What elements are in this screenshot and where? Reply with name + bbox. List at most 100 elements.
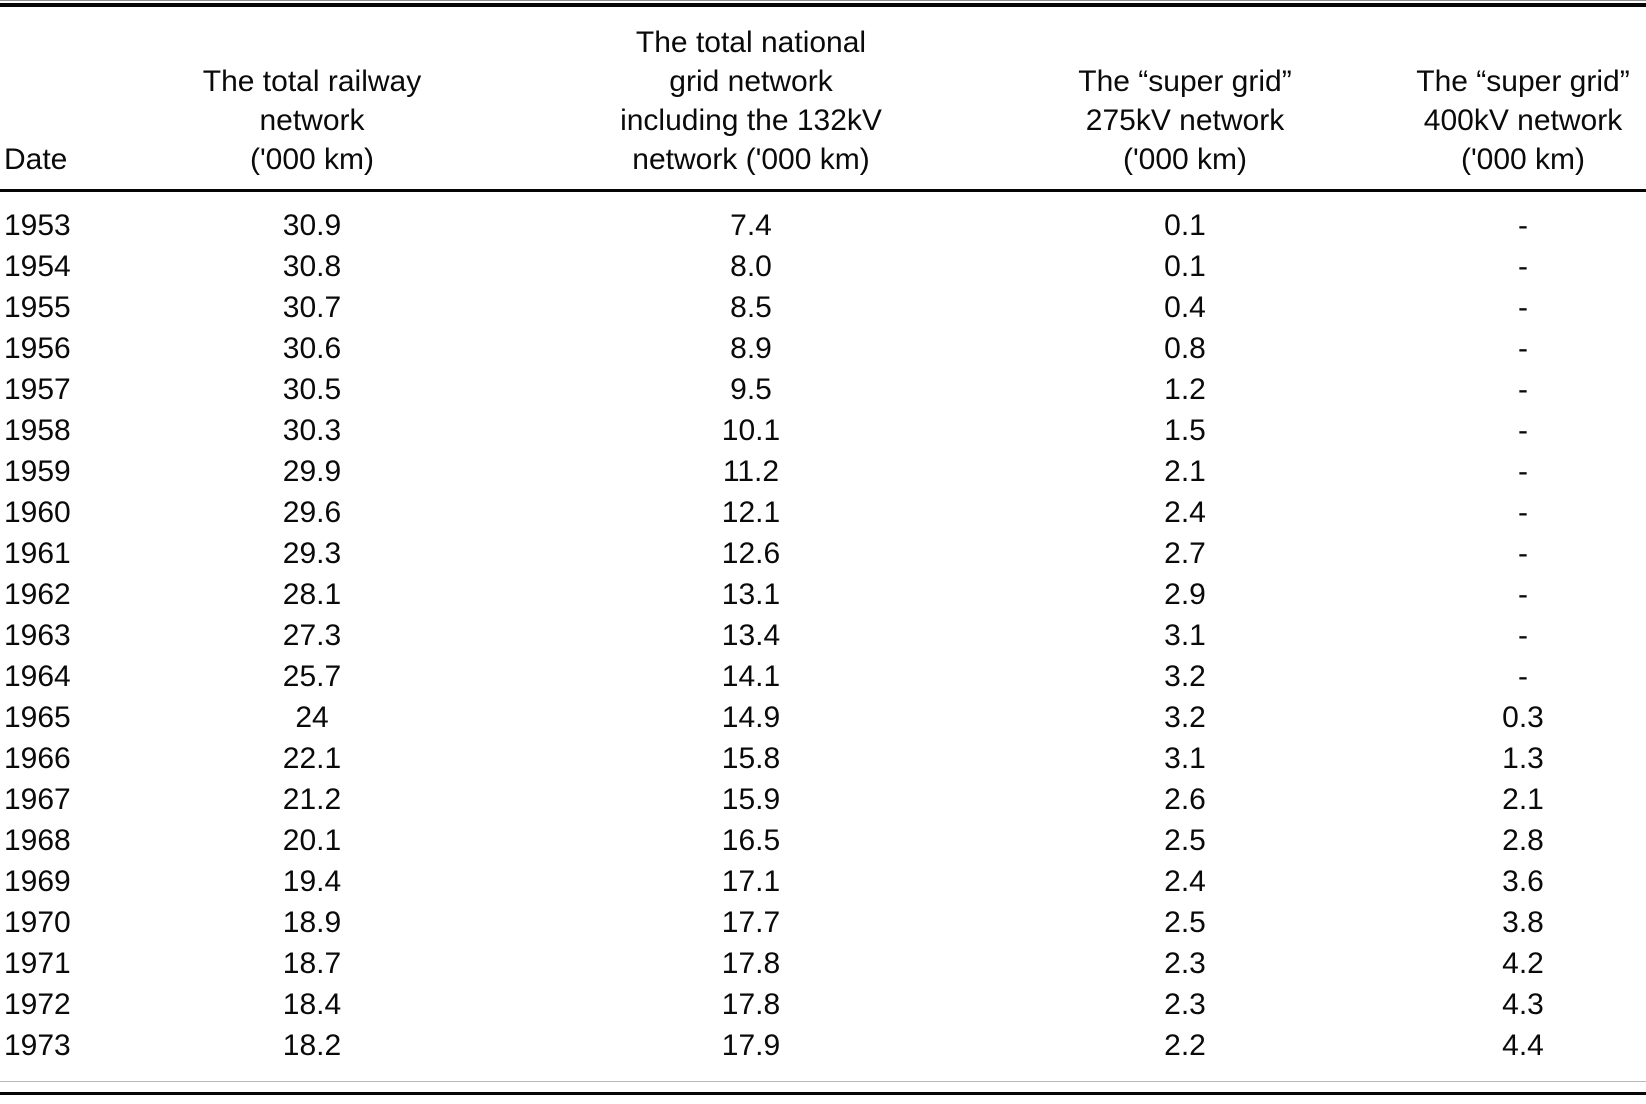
bottom-rule-thick bbox=[0, 1092, 1646, 1095]
cell-year: 1953 bbox=[4, 209, 71, 242]
cell-value: 18.7 bbox=[282, 947, 342, 980]
cell-value: 30.9 bbox=[282, 209, 342, 242]
cell-value: - bbox=[1518, 414, 1528, 447]
cell-year: 1969 bbox=[4, 865, 71, 898]
header-date: Date bbox=[0, 7, 92, 192]
cell-year: 1972 bbox=[4, 988, 71, 1021]
cell-value: 0.8 bbox=[1164, 332, 1206, 365]
cell-value: 29.3 bbox=[282, 537, 342, 570]
cell-year: 1965 bbox=[4, 701, 71, 734]
table-row: 1971 18.7 17.8 2.3 4.2 bbox=[0, 943, 1646, 984]
cell-year: 1964 bbox=[4, 660, 71, 693]
cell-value: 1.2 bbox=[1164, 373, 1206, 406]
cell-year: 1962 bbox=[4, 578, 71, 611]
cell-value: 0.1 bbox=[1164, 250, 1206, 283]
cell-value: 17.8 bbox=[721, 988, 781, 1021]
cell-value: - bbox=[1518, 660, 1528, 693]
cell-value: 2.5 bbox=[1164, 824, 1206, 857]
cell-year: 1967 bbox=[4, 783, 71, 816]
table-body: 1953 30.9 7.4 0.1 - 1954 30.8 8.0 0.1 - 1955 30.7 8.… bbox=[0, 191, 1646, 1067]
cell-value: 2.4 bbox=[1164, 865, 1206, 898]
header-supergrid-400: The “super grid” 400kV network ('000 km) bbox=[1400, 7, 1646, 192]
table-row: 1962 28.1 13.1 2.9 - bbox=[0, 574, 1646, 615]
cell-value: 18.4 bbox=[282, 988, 342, 1021]
cell-value: 3.6 bbox=[1502, 865, 1544, 898]
cell-value: 4.2 bbox=[1502, 947, 1544, 980]
table-row: 1958 30.3 10.1 1.5 - bbox=[0, 410, 1646, 451]
cell-value: 8.5 bbox=[730, 291, 772, 324]
cell-value: - bbox=[1518, 250, 1528, 283]
cell-value: 29.9 bbox=[282, 455, 342, 488]
cell-value: - bbox=[1518, 373, 1528, 406]
cell-value: 15.9 bbox=[721, 783, 781, 816]
table-row: 1961 29.3 12.6 2.7 - bbox=[0, 533, 1646, 574]
table-row: 1954 30.8 8.0 0.1 - bbox=[0, 246, 1646, 287]
cell-value: 17.1 bbox=[721, 865, 781, 898]
table-header: Date The total railway network ('000 km)… bbox=[0, 7, 1646, 192]
cell-value: 3.2 bbox=[1164, 701, 1206, 734]
header-national-grid: The total national grid network includin… bbox=[532, 7, 970, 192]
table-row: 1965 24 14.9 3.2 0.3 bbox=[0, 697, 1646, 738]
cell-value: 18.9 bbox=[282, 906, 342, 939]
cell-value: 30.6 bbox=[282, 332, 342, 365]
header-row: Date The total railway network ('000 km)… bbox=[0, 7, 1646, 192]
cell-value: 20.1 bbox=[282, 824, 342, 857]
cell-value: 2.1 bbox=[1502, 783, 1544, 816]
cell-year: 1954 bbox=[4, 250, 71, 283]
cell-value: 14.1 bbox=[721, 660, 781, 693]
table-row: 1953 30.9 7.4 0.1 - bbox=[0, 191, 1646, 247]
cell-value: 17.9 bbox=[721, 1029, 781, 1062]
cell-value: 16.5 bbox=[721, 824, 781, 857]
cell-value: 8.0 bbox=[730, 250, 772, 283]
cell-year: 1958 bbox=[4, 414, 71, 447]
cell-value: 1.5 bbox=[1164, 414, 1206, 447]
cell-value: 10.1 bbox=[721, 414, 781, 447]
cell-value: 30.8 bbox=[282, 250, 342, 283]
table-row: 1968 20.1 16.5 2.5 2.8 bbox=[0, 820, 1646, 861]
cell-value: 18.2 bbox=[282, 1029, 342, 1062]
table-row: 1960 29.6 12.1 2.4 - bbox=[0, 492, 1646, 533]
data-table: Date The total railway network ('000 km)… bbox=[0, 7, 1646, 1066]
cell-value: - bbox=[1518, 496, 1528, 529]
cell-value: - bbox=[1518, 619, 1528, 652]
cell-value: 0.4 bbox=[1164, 291, 1206, 324]
cell-value: 2.6 bbox=[1164, 783, 1206, 816]
cell-value: 15.8 bbox=[721, 742, 781, 775]
cell-value: 7.4 bbox=[730, 209, 772, 242]
cell-value: 30.3 bbox=[282, 414, 342, 447]
cell-value: 25.7 bbox=[282, 660, 342, 693]
cell-value: 29.6 bbox=[282, 496, 342, 529]
header-supergrid-275: The “super grid” 275kV network ('000 km) bbox=[970, 7, 1400, 192]
cell-year: 1955 bbox=[4, 291, 71, 324]
cell-year: 1959 bbox=[4, 455, 71, 488]
cell-value: 9.5 bbox=[730, 373, 772, 406]
cell-value: 13.1 bbox=[721, 578, 781, 611]
table-row: 1973 18.2 17.9 2.2 4.4 bbox=[0, 1025, 1646, 1066]
cell-value: 3.1 bbox=[1164, 742, 1206, 775]
cell-value: 2.9 bbox=[1164, 578, 1206, 611]
cell-year: 1957 bbox=[4, 373, 71, 406]
cell-value: 30.5 bbox=[282, 373, 342, 406]
cell-value: 17.7 bbox=[721, 906, 781, 939]
cell-year: 1968 bbox=[4, 824, 71, 857]
cell-value: 1.3 bbox=[1502, 742, 1544, 775]
cell-value: 30.7 bbox=[282, 291, 342, 324]
cell-value: 17.8 bbox=[721, 947, 781, 980]
table-row: 1972 18.4 17.8 2.3 4.3 bbox=[0, 984, 1646, 1025]
cell-value: 2.3 bbox=[1164, 988, 1206, 1021]
header-railway: The total railway network ('000 km) bbox=[92, 7, 532, 192]
cell-year: 1961 bbox=[4, 537, 71, 570]
table-row: 1963 27.3 13.4 3.1 - bbox=[0, 615, 1646, 656]
table-row: 1964 25.7 14.1 3.2 - bbox=[0, 656, 1646, 697]
cell-value: 12.6 bbox=[721, 537, 781, 570]
table-row: 1967 21.2 15.9 2.6 2.1 bbox=[0, 779, 1646, 820]
table-row: 1957 30.5 9.5 1.2 - bbox=[0, 369, 1646, 410]
table-row: 1970 18.9 17.7 2.5 3.8 bbox=[0, 902, 1646, 943]
table-row: 1959 29.9 11.2 2.1 - bbox=[0, 451, 1646, 492]
cell-value: 2.8 bbox=[1502, 824, 1544, 857]
cell-value: - bbox=[1518, 291, 1528, 324]
cell-value: - bbox=[1518, 455, 1528, 488]
cell-value: 24 bbox=[295, 701, 329, 734]
cell-value: 14.9 bbox=[721, 701, 781, 734]
